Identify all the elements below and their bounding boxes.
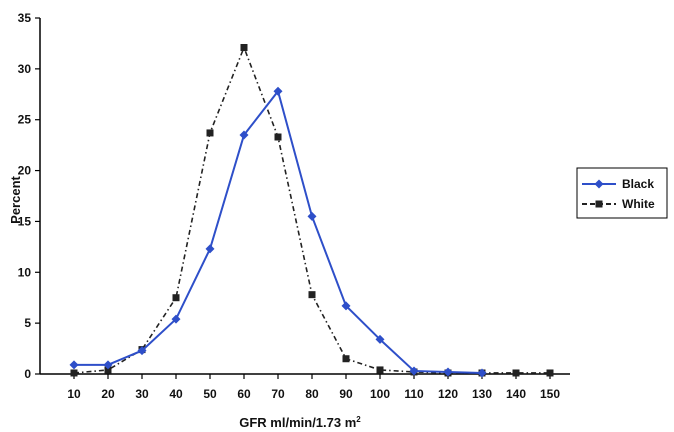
data-point-white <box>70 369 78 377</box>
data-point-black <box>171 314 181 324</box>
x-tick-label: 150 <box>540 387 560 401</box>
data-point-black <box>307 211 317 221</box>
series-line-white <box>73 45 550 374</box>
data-point-white <box>376 366 384 374</box>
data-point-black <box>103 360 113 370</box>
x-axis-ticks: 10 20 30 40 50 60 70 80 90 100 110 120 130 140 150 <box>67 374 560 401</box>
x-tick-label: 140 <box>506 387 526 401</box>
x-tick-label: 50 <box>203 387 217 401</box>
x-tick-label: 20 <box>101 387 115 401</box>
data-point-white <box>546 369 554 377</box>
x-tick-label: 40 <box>169 387 183 401</box>
data-point-black <box>137 346 147 356</box>
x-tick-label: 80 <box>305 387 319 401</box>
data-point-black <box>205 244 215 254</box>
series-black <box>69 86 487 378</box>
x-tick-label: 70 <box>271 387 285 401</box>
data-point-black <box>239 130 249 140</box>
y-tick-label: 30 <box>18 62 32 76</box>
y-tick-label: 20 <box>18 164 32 178</box>
data-point-white <box>206 129 214 137</box>
x-tick-label: 30 <box>135 387 149 401</box>
data-point-black <box>375 334 385 344</box>
x-axis-title-superscript: 2 <box>356 415 361 424</box>
y-tick-label: 5 <box>24 316 31 330</box>
y-tick-label: 35 <box>18 11 32 25</box>
legend-label-black: Black <box>622 177 654 191</box>
data-point-white <box>342 355 350 363</box>
x-tick-label: 110 <box>404 387 424 401</box>
legend-box <box>576 167 668 219</box>
y-tick-label: 0 <box>24 367 31 381</box>
y-tick-label: 25 <box>18 113 32 127</box>
data-point-white <box>308 291 316 299</box>
data-point-black <box>409 366 419 376</box>
data-point-white <box>512 369 520 377</box>
data-point-black <box>443 367 453 377</box>
y-axis-title: Percent <box>8 175 23 223</box>
y-axis-ticks: 0 5 10 15 20 25 30 35 <box>18 11 40 381</box>
series-layer <box>69 43 554 378</box>
data-point-black <box>477 368 487 378</box>
y-tick-label: 15 <box>18 214 32 228</box>
data-point-white <box>274 133 282 141</box>
x-tick-label: 10 <box>67 387 81 401</box>
x-axis-title: GFR ml/min/1.73 m2 <box>239 415 361 430</box>
data-point-white <box>240 43 248 51</box>
legend-label-white: White <box>622 197 655 211</box>
x-tick-label: 120 <box>438 387 458 401</box>
legend-marker-black <box>594 179 604 189</box>
x-axis-title-main: GFR ml/min/1.73 m <box>239 415 356 430</box>
data-point-black <box>341 301 351 311</box>
x-tick-label: 60 <box>237 387 251 401</box>
data-point-white <box>172 294 180 302</box>
legend: Black White <box>576 167 668 219</box>
data-point-black <box>69 360 79 370</box>
x-tick-label: 100 <box>370 387 390 401</box>
data-point-white <box>104 366 112 374</box>
x-tick-label: 130 <box>472 387 492 401</box>
legend-marker-white <box>595 200 603 208</box>
y-tick-label: 10 <box>18 265 32 279</box>
x-tick-label: 90 <box>339 387 353 401</box>
series-line-black <box>74 89 483 374</box>
series-white <box>70 43 554 377</box>
data-point-black <box>273 86 283 96</box>
